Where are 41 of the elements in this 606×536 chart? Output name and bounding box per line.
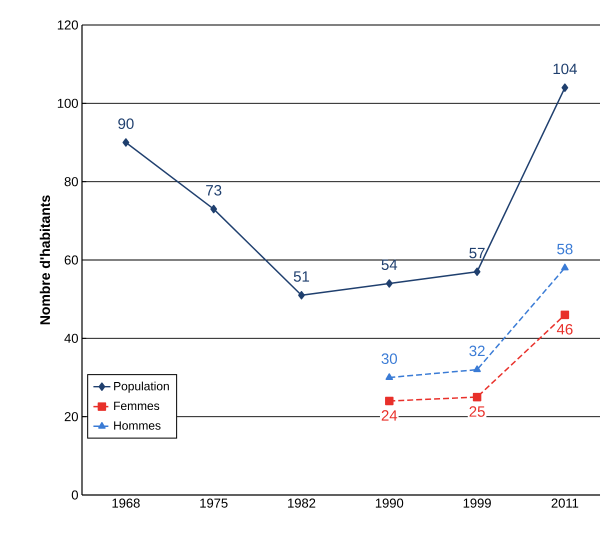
point xyxy=(210,204,218,214)
point xyxy=(386,373,394,380)
point xyxy=(298,291,305,300)
x-tick-label: 2011 xyxy=(552,498,578,508)
point xyxy=(562,83,568,92)
data-label: 32 xyxy=(469,346,485,356)
data-label: 57 xyxy=(469,248,485,258)
point xyxy=(473,365,481,372)
y-tick-label: 120 xyxy=(58,20,78,30)
point xyxy=(560,310,570,320)
y-axis-title: Nombre d'habitants xyxy=(40,195,50,324)
data-label: 90 xyxy=(118,118,134,130)
data-label: 58 xyxy=(557,244,573,254)
data-label: 46 xyxy=(556,324,573,335)
legend-label: Hommes xyxy=(114,421,161,430)
y-tick-label: 60 xyxy=(64,255,78,265)
data-label: 24 xyxy=(382,410,398,421)
x-tick-label: 1999 xyxy=(464,498,491,508)
x-tick-label: 1975 xyxy=(200,498,228,508)
point xyxy=(472,392,482,402)
point xyxy=(561,264,569,270)
y-tick-label: 20 xyxy=(64,412,78,422)
data-label: 25 xyxy=(470,406,485,417)
legend-label: Femmes xyxy=(114,402,160,410)
y-tick-label: 40 xyxy=(64,334,78,343)
data-label: 54 xyxy=(382,260,398,270)
data-label: 51 xyxy=(294,271,310,282)
point xyxy=(474,268,480,276)
point xyxy=(385,396,394,406)
legend-label: Population xyxy=(114,382,169,393)
x-tick-label: 1982 xyxy=(288,498,316,508)
data-label: 104 xyxy=(554,64,577,74)
y-tick-label: 80 xyxy=(64,177,78,186)
point xyxy=(386,279,393,288)
point xyxy=(122,138,130,147)
y-tick-label: 100 xyxy=(58,98,78,108)
data-label: 30 xyxy=(382,353,398,364)
x-tick-label: 1990 xyxy=(376,498,404,508)
x-tick-label: 1968 xyxy=(112,498,140,508)
y-tick-label: 0 xyxy=(72,490,78,500)
data-label: 73 xyxy=(206,185,222,196)
